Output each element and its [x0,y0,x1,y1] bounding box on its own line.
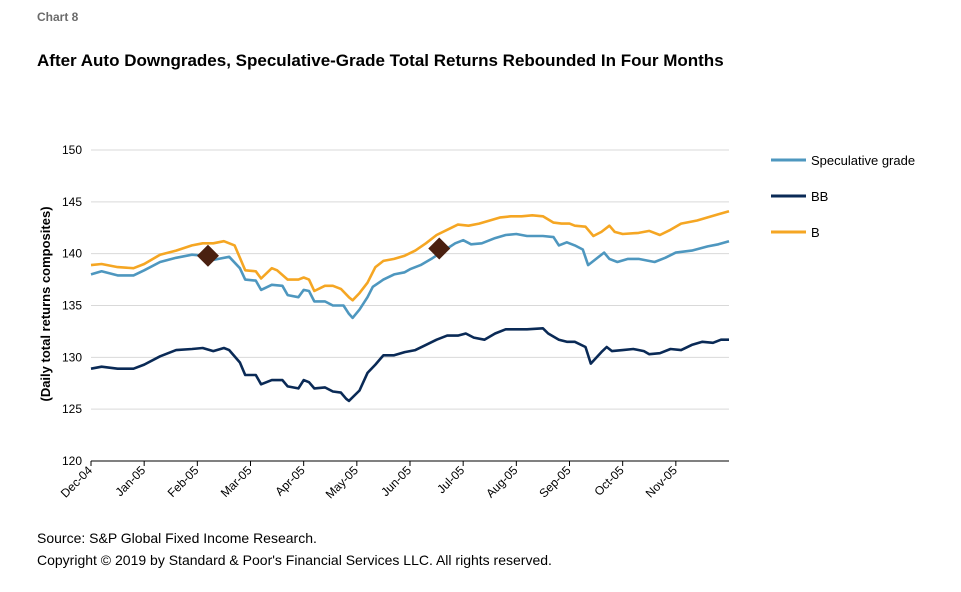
series-lines [90,209,730,403]
x-tick-label: Jul-05 [434,463,467,496]
series-line-b [90,209,730,302]
event-markers [196,237,451,267]
y-tick-label: 140 [62,247,82,261]
legend-label: Speculative grade [811,153,915,168]
x-tick-label: Mar-05 [218,463,255,500]
y-tick-labels: 120 125 130 135 140 145 150 [62,143,82,468]
x-axis: Dec-04 Jan-05 Feb-05 Mar-05 Apr-05 May-05 Jun-… [58,460,729,501]
series-line-bb [90,327,729,403]
diamond-marker [196,244,219,267]
x-tick-label: Apr-05 [272,463,308,499]
legend-label: BB [811,189,828,204]
x-tick-label: Oct-05 [591,463,627,499]
chart-number: Chart 8 [37,10,79,24]
y-tick-label: 130 [62,350,82,364]
x-tick-label: May-05 [323,463,361,501]
legend-label: B [811,225,820,240]
x-tick-label: Jan-05 [112,463,148,499]
diamond-marker [428,237,451,260]
x-tick-label: Jun-05 [378,463,414,499]
source-note: Source: S&P Global Fixed Income Research… [37,530,317,546]
x-tick-label: Feb-05 [165,463,202,500]
x-tick-label: Aug-05 [483,463,520,500]
x-tick-label: Nov-05 [643,463,680,500]
x-tick-label: Sep-05 [536,463,573,500]
y-axis-title: (Daily total returns composites) [38,206,53,401]
y-tick-label: 145 [62,195,82,209]
gridlines [91,149,729,462]
y-tick-label: 120 [62,454,82,468]
series-line-speculative-grade [90,232,730,320]
copyright-note: Copyright © 2019 by Standard & Poor's Fi… [37,552,552,568]
x-tick-label: Dec-04 [58,463,95,500]
y-tick-label: 125 [62,402,82,416]
y-tick-label: 135 [62,299,82,313]
y-tick-label: 150 [62,143,82,157]
chart-title: After Auto Downgrades, Speculative-Grade… [37,51,724,70]
